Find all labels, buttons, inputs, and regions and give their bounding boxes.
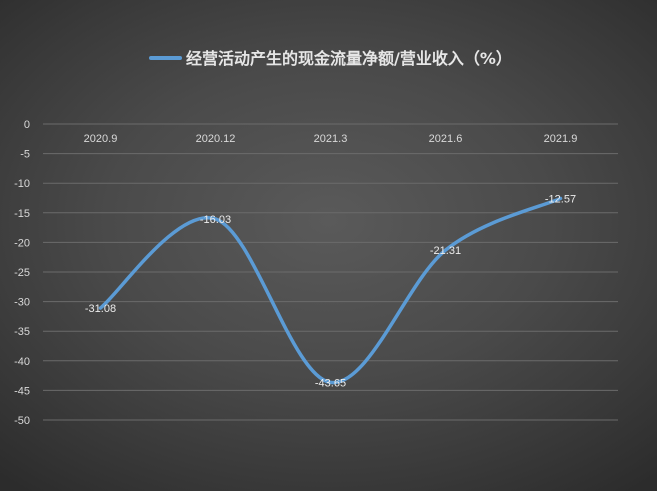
x-axis: 2020.9 2020.12 2021.3 2021.6 2021.9 <box>84 133 578 145</box>
x-tick-label: 2021.3 <box>314 133 348 145</box>
x-tick-label: 2020.12 <box>196 133 236 145</box>
y-tick-label: -20 <box>14 237 30 249</box>
y-tick-label: -35 <box>14 326 30 338</box>
x-tick-label: 2021.9 <box>544 133 578 145</box>
y-tick-label: -25 <box>14 267 30 279</box>
x-tick-label: 2021.6 <box>429 133 463 145</box>
chart-title: 经营活动产生的现金流量净额/营业收入（%） <box>186 49 512 68</box>
data-label: -12.57 <box>545 193 576 205</box>
series <box>98 196 563 385</box>
data-label: -31.08 <box>85 303 116 315</box>
x-tick-label: 2020.9 <box>84 133 118 145</box>
data-label: -43.65 <box>315 377 346 389</box>
y-tick-label: 0 <box>24 119 30 131</box>
y-tick-label: -15 <box>14 208 30 220</box>
y-tick-label: -10 <box>14 178 30 190</box>
data-label: -21.31 <box>430 245 461 257</box>
y-tick-label: -45 <box>14 385 30 397</box>
data-label: -16.03 <box>200 214 231 226</box>
legend: 经营活动产生的现金流量净额/营业收入（%） <box>149 49 512 68</box>
y-tick-label: -30 <box>14 297 30 309</box>
grid <box>43 123 618 421</box>
data-labels: -31.08 -16.03 -43.65 -21.31 -12.57 <box>85 193 576 389</box>
y-tick-label: -50 <box>14 415 30 427</box>
y-axis: 0 -5 -10 -15 -20 -25 -30 -35 -40 -45 -50 <box>14 119 30 427</box>
series-line <box>98 196 563 385</box>
y-tick-label: -5 <box>20 149 30 161</box>
y-tick-label: -40 <box>14 356 30 368</box>
